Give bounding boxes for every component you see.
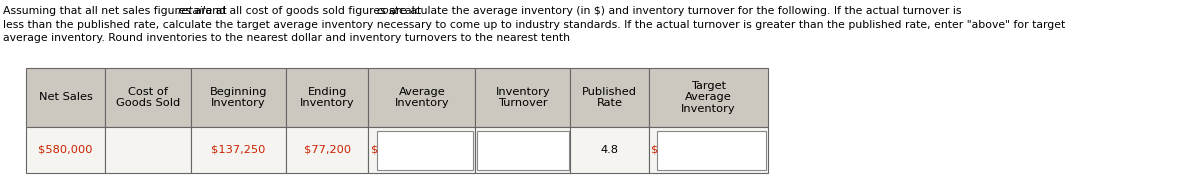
Text: Beginning
Inventory: Beginning Inventory [210, 87, 268, 108]
Bar [475, 68, 570, 127]
Text: Cost of
Goods Sold: Cost of Goods Sold [116, 87, 180, 108]
Bar [26, 68, 104, 127]
Bar [286, 68, 368, 127]
Text: Average
Inventory: Average Inventory [395, 87, 449, 108]
Bar [377, 130, 474, 170]
Text: $: $ [652, 145, 659, 155]
Text: cost: cost [376, 6, 398, 16]
Text: retail: retail [178, 6, 205, 16]
Text: Assuming that all net sales figures are at: Assuming that all net sales figures are … [2, 6, 230, 16]
Text: $137,250: $137,250 [211, 145, 265, 155]
Bar [191, 127, 286, 173]
Text: Published
Rate: Published Rate [582, 87, 637, 108]
Bar [475, 127, 570, 173]
Text: less than the published rate, calculate the target average inventory necessary t: less than the published rate, calculate … [2, 19, 1066, 30]
Bar [658, 130, 766, 170]
Bar [368, 68, 475, 127]
Text: , calculate the average inventory (in $) and inventory turnover for the followin: , calculate the average inventory (in $)… [392, 6, 962, 16]
Bar [648, 127, 768, 173]
Bar [570, 68, 648, 127]
Text: average inventory. Round inventories to the nearest dollar and inventory turnove: average inventory. Round inventories to … [2, 33, 570, 43]
Bar [26, 127, 104, 173]
Bar [476, 130, 569, 170]
Text: and all cost of goods sold figures are at: and all cost of goods sold figures are a… [202, 6, 425, 16]
Text: $580,000: $580,000 [38, 145, 92, 155]
Text: Target
Average
Inventory: Target Average Inventory [680, 81, 736, 114]
Bar [104, 68, 191, 127]
Bar [104, 127, 191, 173]
Text: Net Sales: Net Sales [38, 93, 92, 102]
Bar [648, 68, 768, 127]
Bar [368, 127, 475, 173]
Text: 4.8: 4.8 [600, 145, 618, 155]
Bar [570, 127, 648, 173]
Text: Inventory
Turnover: Inventory Turnover [496, 87, 550, 108]
Text: Ending
Inventory: Ending Inventory [300, 87, 354, 108]
Bar [286, 127, 368, 173]
Text: $77,200: $77,200 [304, 145, 350, 155]
Text: $: $ [371, 145, 378, 155]
Bar [191, 68, 286, 127]
